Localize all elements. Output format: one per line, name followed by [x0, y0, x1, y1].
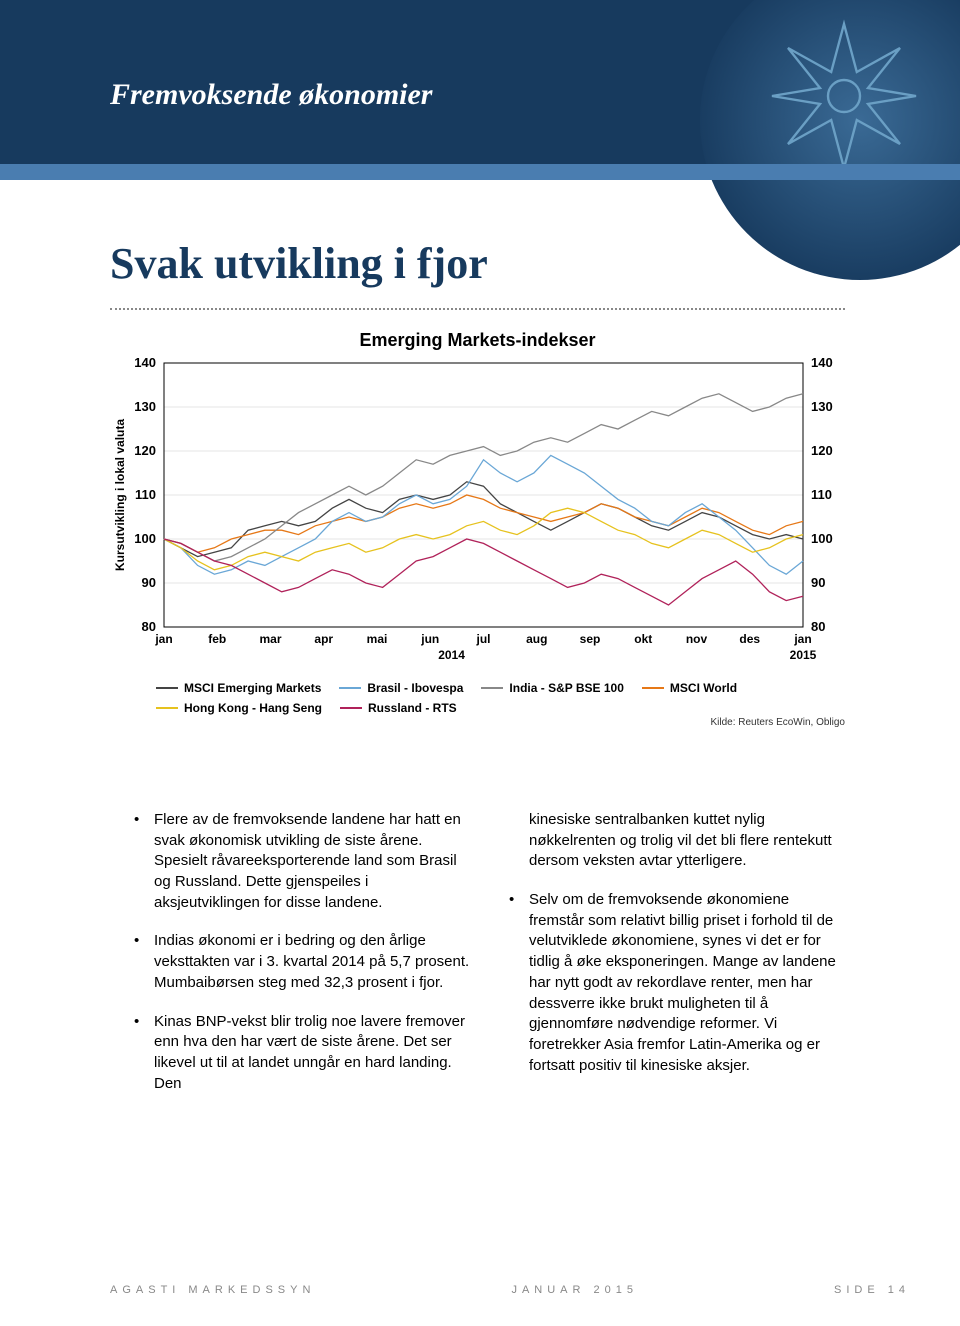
legend-item: Russland - RTS — [340, 701, 457, 715]
continuation-text: kinesiske sentralbanken kuttet nylig nøk… — [505, 810, 846, 872]
bullet-item: Flere av de fremvoksende landene har hat… — [130, 810, 471, 913]
svg-text:80: 80 — [811, 619, 825, 634]
svg-text:jul: jul — [476, 632, 491, 646]
svg-text:140: 140 — [134, 357, 156, 370]
svg-text:110: 110 — [811, 487, 832, 502]
svg-text:80: 80 — [142, 619, 156, 634]
svg-text:feb: feb — [208, 632, 226, 646]
page-title: Svak utvikling i fjor — [110, 238, 488, 289]
header-light-band — [0, 164, 960, 180]
legend-item: MSCI Emerging Markets — [156, 681, 321, 695]
legend-item: MSCI World — [642, 681, 737, 695]
svg-text:nov: nov — [686, 632, 708, 646]
svg-text:jan: jan — [793, 632, 811, 646]
svg-text:130: 130 — [811, 399, 833, 414]
svg-text:120: 120 — [811, 443, 833, 458]
bullet-item: Kinas BNP-vekst blir trolig noe lavere f… — [130, 1012, 471, 1095]
svg-text:100: 100 — [134, 531, 156, 546]
svg-text:jun: jun — [420, 632, 439, 646]
svg-text:sep: sep — [580, 632, 601, 646]
svg-text:aug: aug — [526, 632, 547, 646]
body-column-2: kinesiske sentralbanken kuttet nylig nøk… — [505, 810, 846, 1112]
bullet-item: Indias økonomi er i bedring og den årlig… — [130, 931, 471, 993]
footer-center: JANUAR 2015 — [511, 1284, 638, 1296]
footer-right: SIDE 14 — [834, 1284, 910, 1296]
svg-text:mai: mai — [367, 632, 388, 646]
page-footer: AGASTI MARKEDSSYN JANUAR 2015 SIDE 14 — [110, 1284, 910, 1296]
svg-text:des: des — [739, 632, 760, 646]
svg-text:mar: mar — [259, 632, 281, 646]
svg-text:90: 90 — [142, 575, 156, 590]
svg-text:140: 140 — [811, 357, 833, 370]
svg-text:110: 110 — [135, 487, 156, 502]
section-title: Fremvoksende økonomier — [110, 78, 433, 112]
bullet-item: Selv om de fremvoksende økonomiene frems… — [505, 890, 846, 1076]
svg-text:130: 130 — [134, 399, 156, 414]
svg-text:90: 90 — [811, 575, 825, 590]
svg-text:120: 120 — [134, 443, 156, 458]
line-chart: 80 80 90 90 100 100 110 110 120 120 130 130 140 140 ja… — [110, 357, 845, 677]
legend-item: India - S&P BSE 100 — [481, 681, 624, 695]
footer-left: AGASTI MARKEDSSYN — [110, 1284, 315, 1296]
legend-item: Hong Kong - Hang Seng — [156, 701, 322, 715]
chart-title: Emerging Markets-indekser — [110, 330, 845, 351]
chart-container: Emerging Markets-indekser 80 80 90 90 100 100… — [110, 330, 845, 728]
svg-text:2014: 2014 — [438, 648, 465, 662]
svg-text:100: 100 — [811, 531, 833, 546]
star-icon — [764, 16, 924, 176]
svg-text:apr: apr — [314, 632, 333, 646]
legend-item: Brasil - Ibovespa — [339, 681, 463, 695]
svg-text:2015: 2015 — [790, 648, 817, 662]
svg-text:jan: jan — [154, 632, 172, 646]
body-column-1: Flere av de fremvoksende landene har hat… — [130, 810, 471, 1112]
svg-text:Kursutvikling i lokal valuta: Kursutvikling i lokal valuta — [113, 419, 127, 571]
chart-legend: MSCI Emerging Markets Brasil - Ibovespa In… — [110, 681, 845, 715]
svg-text:okt: okt — [634, 632, 652, 646]
divider — [110, 308, 845, 310]
body-text: Flere av de fremvoksende landene har hat… — [130, 810, 846, 1112]
chart-source: Kilde: Reuters EcoWin, Obligo — [110, 717, 845, 728]
